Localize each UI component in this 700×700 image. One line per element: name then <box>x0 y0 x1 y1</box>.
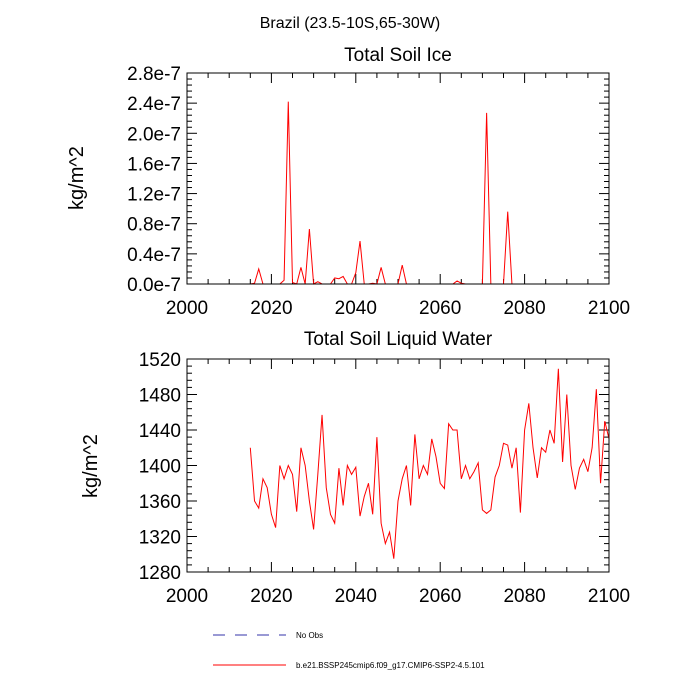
y-tick-label: 0.4e-7 <box>127 245 181 266</box>
y-tick-label: 0.0e-7 <box>127 275 181 296</box>
y-tick-label: 1360 <box>139 492 181 513</box>
x-tick-label: 2000 <box>166 586 208 607</box>
y-axis-label-soil-liquid: kg/m^2 <box>80 434 102 498</box>
y-tick-label: 1520 <box>139 350 181 371</box>
y-tick-label: 1480 <box>139 386 181 407</box>
x-tick-label: 2040 <box>335 586 377 607</box>
y-tick-label: 2.8e-7 <box>127 64 181 85</box>
panel-soil-liquid: Total Soil Liquid Water kg/m^2 2000 2020 2… <box>80 329 630 607</box>
x-tick-label: 2020 <box>250 586 292 607</box>
figure-title: Brazil (23.5-10S,65-30W) <box>260 15 441 32</box>
panel-title-soil-ice: Total Soil Ice <box>344 45 452 66</box>
y-axis-label-soil-ice: kg/m^2 <box>66 146 88 210</box>
x-tick-label: 2060 <box>419 298 461 319</box>
panel-soil-ice: Total Soil Ice kg/m^2 2000 2020 2040 2060 20… <box>66 45 630 319</box>
x-tick-label: 2020 <box>250 298 292 319</box>
y-tick-label: 2.0e-7 <box>127 124 181 145</box>
x-tick-label: 2080 <box>503 586 545 607</box>
y-tick-label: 1280 <box>139 563 181 584</box>
legend-label-model: b.e21.BSSP245cmip6.f09_g17.CMIP6-SSP2-4.… <box>296 661 485 670</box>
plot-frame-soil-liquid <box>186 358 610 573</box>
y-tick-label: 0.8e-7 <box>127 215 181 236</box>
x-tick-label: 2080 <box>503 298 545 319</box>
x-tick-label: 2000 <box>166 298 208 319</box>
panel-title-soil-liquid: Total Soil Liquid Water <box>304 329 493 350</box>
series-line-soil-ice <box>250 101 609 285</box>
x-tick-label: 2100 <box>588 298 630 319</box>
y-tick-label: 2.4e-7 <box>127 94 181 115</box>
y-tick-label: 1.6e-7 <box>127 154 181 175</box>
plot-frame-soil-ice <box>186 72 610 285</box>
x-tick-label: 2060 <box>419 586 461 607</box>
x-tick-label: 2040 <box>335 298 377 319</box>
y-tick-label: 1320 <box>139 528 181 549</box>
x-tick-label: 2100 <box>588 586 630 607</box>
y-tick-label: 1.2e-7 <box>127 185 181 206</box>
y-tick-label: 1440 <box>139 421 181 442</box>
series-line-soil-liquid <box>249 368 610 559</box>
y-tick-label: 1400 <box>139 457 181 478</box>
legend-label-no-obs: No Obs <box>296 631 323 640</box>
legend: No Obs b.e21.BSSP245cmip6.f09_g17.CMIP6-… <box>213 631 485 670</box>
